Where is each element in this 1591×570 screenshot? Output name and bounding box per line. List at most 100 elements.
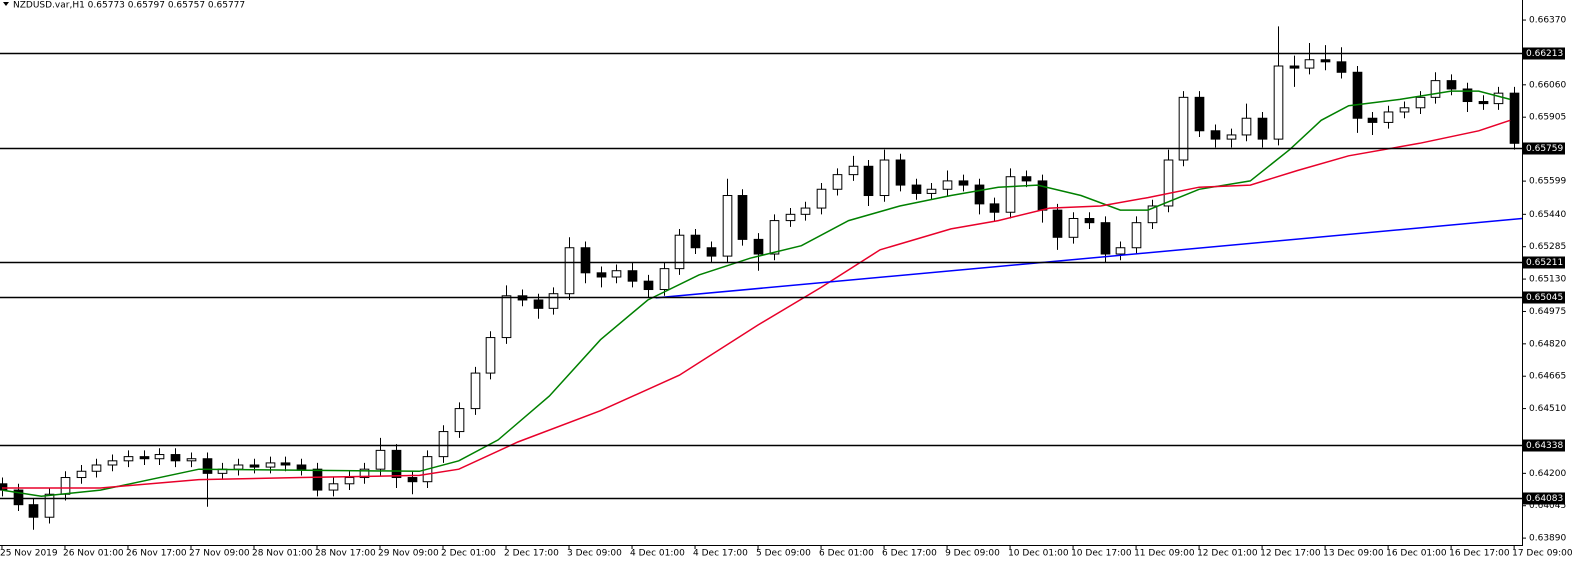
candle: [690, 228, 701, 255]
candle: [1383, 105, 1394, 129]
candle-body: [91, 464, 102, 472]
x-tick-label: 6 Dec 17:00: [882, 549, 937, 559]
candle-body: [1194, 96, 1205, 132]
candle: [28, 498, 39, 530]
candle-body: [280, 462, 291, 466]
candle: [44, 487, 55, 524]
candle: [344, 471, 355, 491]
x-tick-label: 12 Dec 17:00: [1260, 549, 1321, 559]
candle: [926, 182, 937, 200]
x-tick-label: 28 Nov 17:00: [315, 549, 376, 559]
candle-body: [816, 188, 827, 209]
x-tick-label: 27 Nov 09:00: [189, 549, 250, 559]
candle-body: [895, 159, 906, 186]
candle: [816, 182, 827, 215]
candle: [170, 448, 181, 468]
candle-body: [1257, 117, 1268, 140]
candle-body: [1336, 61, 1347, 73]
candle: [1399, 101, 1410, 119]
candle-body: [690, 234, 701, 249]
chart-subtitle: NZDUSD.var,H1 0.65773 0.65797 0.65757 0.…: [13, 1, 245, 11]
candle-body: [1210, 130, 1221, 140]
level-label-bg: [1523, 142, 1565, 155]
candle: [1509, 86, 1520, 150]
candle: [722, 178, 733, 263]
indicator-line: [2, 119, 1511, 489]
candle: [1084, 212, 1095, 229]
candle-body: [974, 184, 985, 205]
candle-body: [1241, 117, 1252, 136]
candle: [753, 233, 764, 271]
candle-body: [800, 207, 811, 215]
candle-body: [1430, 80, 1441, 98]
candle: [958, 174, 969, 192]
candle: [123, 450, 134, 468]
candle: [1273, 26, 1284, 146]
candle: [375, 437, 386, 476]
candle: [1493, 86, 1504, 110]
candle-body: [848, 165, 859, 176]
candle-body: [769, 220, 780, 255]
candle-body: [942, 180, 953, 190]
candle-body: [1273, 65, 1284, 140]
candle: [1304, 43, 1315, 75]
candle: [1320, 45, 1331, 71]
candle-body: [1147, 205, 1158, 224]
candle-body: [1068, 218, 1079, 238]
y-tick-label: 0.65905: [1529, 113, 1566, 123]
candle: [989, 197, 1000, 221]
candle-body: [1320, 59, 1331, 63]
y-tick-label: 0.64200: [1529, 469, 1566, 479]
candle: [1210, 124, 1221, 148]
candle: [1147, 199, 1158, 229]
candle-body: [643, 280, 654, 291]
candle: [296, 458, 307, 476]
x-tick-label: 4 Dec 01:00: [630, 549, 685, 559]
candle-body: [470, 372, 481, 410]
y-tick-label: 0.63890: [1529, 534, 1566, 544]
candle-body: [737, 195, 748, 240]
candle: [848, 155, 859, 181]
x-tick-label: 2 Dec 17:00: [504, 549, 559, 559]
candle-body: [328, 483, 339, 491]
y-tick-label: 0.65130: [1529, 275, 1566, 285]
candle-body: [1100, 222, 1111, 255]
candle: [564, 237, 575, 300]
y-tick-label: 0.64975: [1529, 307, 1566, 317]
level-label-bg: [1523, 256, 1565, 269]
candle-body: [722, 195, 733, 257]
x-tick-label: 25 Nov 2019: [0, 549, 58, 559]
candle: [485, 331, 496, 380]
candle: [596, 266, 607, 288]
y-tick-label: 0.64665: [1529, 372, 1566, 382]
level-label: 0.66213: [1526, 49, 1563, 59]
y-tick-label: 0.64510: [1529, 404, 1566, 414]
candle-body: [1115, 247, 1126, 255]
candle-body: [832, 174, 843, 190]
x-tick-label: 29 Nov 09:00: [378, 549, 439, 559]
candle-body: [391, 449, 402, 479]
x-tick-label: 9 Dec 09:00: [945, 549, 1000, 559]
candle: [154, 448, 165, 465]
candle: [548, 287, 559, 315]
candle-body: [76, 470, 87, 479]
candle-body: [564, 247, 575, 295]
candle: [1336, 47, 1347, 79]
candle-body: [659, 268, 670, 291]
candle-body: [312, 468, 323, 491]
menu-triangle-icon[interactable]: [3, 2, 9, 6]
candle-body: [1367, 117, 1378, 123]
candle-body: [785, 213, 796, 222]
candle: [895, 153, 906, 192]
candle: [470, 366, 481, 415]
x-tick-label: 26 Nov 17:00: [126, 549, 187, 559]
candle-body: [1178, 96, 1189, 161]
level-label-bg: [1523, 439, 1565, 452]
level-label: 0.64083: [1526, 494, 1563, 504]
candle: [1226, 128, 1237, 148]
candle: [879, 149, 890, 202]
candle-body: [1352, 71, 1363, 119]
candle: [359, 462, 370, 484]
level-label: 0.64338: [1526, 441, 1563, 451]
candle-body: [596, 272, 607, 278]
